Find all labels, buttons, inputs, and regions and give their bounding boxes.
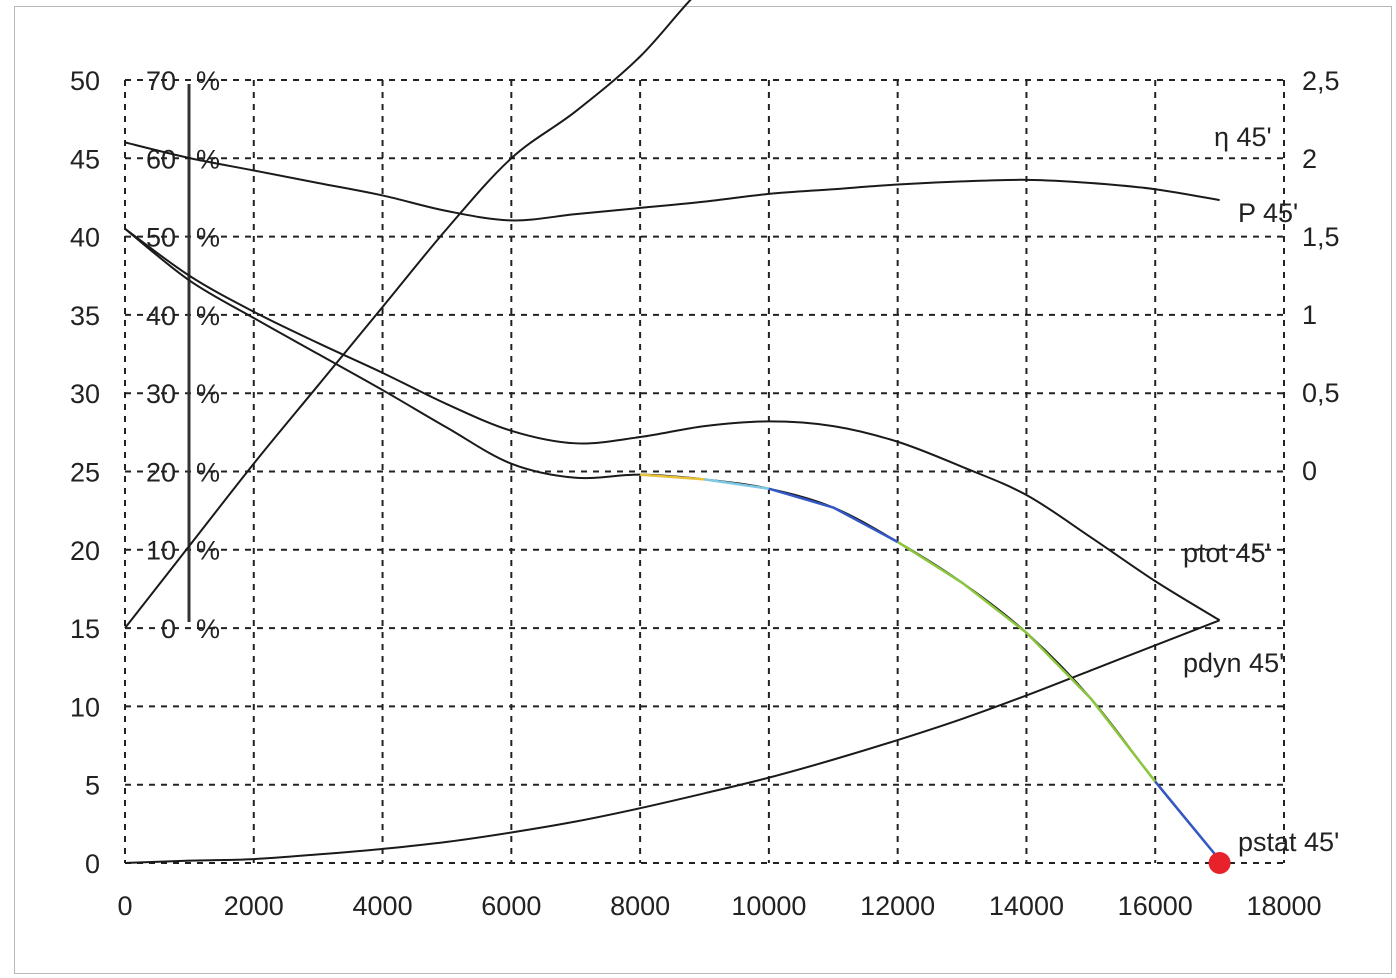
x-tick-label: 0	[117, 891, 132, 921]
y-right-tick-label: 2	[1302, 144, 1317, 174]
series-line-1	[124, 141, 1220, 222]
pstat-highlight-segment	[704, 478, 770, 490]
series-line-0	[124, 0, 692, 629]
y-left-tick-label: 10	[70, 692, 100, 722]
y-left-tick-label: 30	[70, 379, 100, 409]
y-pct-tick-label: 70	[146, 66, 176, 96]
y-right-tick-label: 1	[1302, 300, 1317, 330]
tick-labels: 0 2000 4000 6000 8000 10000 12000 14000 16000 180…	[70, 66, 1340, 921]
y-pct-tick-label: 10	[146, 536, 176, 566]
series-line-4	[124, 227, 1221, 861]
y-left-tick-label: 50	[70, 66, 100, 96]
y-left-tick-label: 35	[70, 301, 100, 331]
chart-frame	[14, 6, 1392, 974]
y-left-tick-label: 5	[85, 771, 100, 801]
series-line-2	[124, 227, 1221, 622]
series-label-2: ptot 45'	[1183, 538, 1271, 568]
y-pct-unit-label: %	[196, 301, 220, 331]
y-pct-tick-label: 40	[146, 301, 176, 331]
x-tick-label: 4000	[353, 891, 413, 921]
pstat-highlight-segment	[832, 506, 899, 544]
x-tick-label: 12000	[860, 891, 935, 921]
x-tick-label: 10000	[731, 891, 806, 921]
pstat-highlight-segment	[1025, 631, 1092, 700]
y-right-tick-label: 0	[1302, 456, 1317, 486]
y-pct-unit-label: %	[196, 614, 220, 644]
x-tick-label: 8000	[610, 891, 670, 921]
y-left-tick-label: 20	[70, 536, 100, 566]
grid	[124, 79, 1285, 864]
y-pct-tick-label: 30	[146, 379, 176, 409]
y-pct-tick-label: 0	[161, 614, 176, 644]
x-tick-label: 18000	[1246, 891, 1321, 921]
pstat-highlight-segment	[768, 487, 834, 509]
x-tick-label: 16000	[1118, 891, 1193, 921]
pstat-highlight-segment	[640, 473, 705, 481]
y-pct-unit-label: %	[196, 457, 220, 487]
series-line-3	[124, 619, 1220, 864]
pstat-highlight-segment	[896, 540, 963, 584]
pstat-highlight-segment	[1089, 697, 1157, 783]
y-right-tick-label: 2,5	[1302, 66, 1340, 96]
y-pct-unit-label: %	[196, 66, 220, 96]
y-left-tick-label: 45	[70, 144, 100, 174]
y-pct-tick-label: 20	[146, 457, 176, 487]
x-tick-label: 2000	[224, 891, 284, 921]
series-label-0: η 45'	[1214, 122, 1272, 152]
y-pct-unit-label: %	[196, 223, 220, 253]
pstat-highlight-segment	[1154, 780, 1221, 861]
y-pct-unit-label: %	[196, 379, 220, 409]
y-left-tick-label: 40	[70, 223, 100, 253]
y-pct-unit-label: %	[196, 536, 220, 566]
series-lines	[124, 0, 1221, 864]
x-tick-label: 6000	[481, 891, 541, 921]
series-label-1: P 45'	[1238, 198, 1298, 228]
series-labels: η 45' P 45' ptot 45' pdyn 45' pstat 45'	[1183, 122, 1339, 857]
pstat-highlight-segment	[961, 581, 1028, 634]
y-left-tick-label: 25	[70, 458, 100, 488]
y-left-tick-label: 15	[70, 614, 100, 644]
y-right-tick-label: 1,5	[1302, 222, 1340, 252]
y-left-tick-label: 0	[85, 849, 100, 879]
operating-point	[1208, 852, 1231, 874]
y-right-tick-label: 0,5	[1302, 378, 1340, 408]
series-label-4: pstat 45'	[1238, 827, 1339, 857]
series-label-3: pdyn 45'	[1183, 648, 1284, 678]
operating-point-marker	[1208, 852, 1231, 874]
x-tick-label: 14000	[989, 891, 1064, 921]
